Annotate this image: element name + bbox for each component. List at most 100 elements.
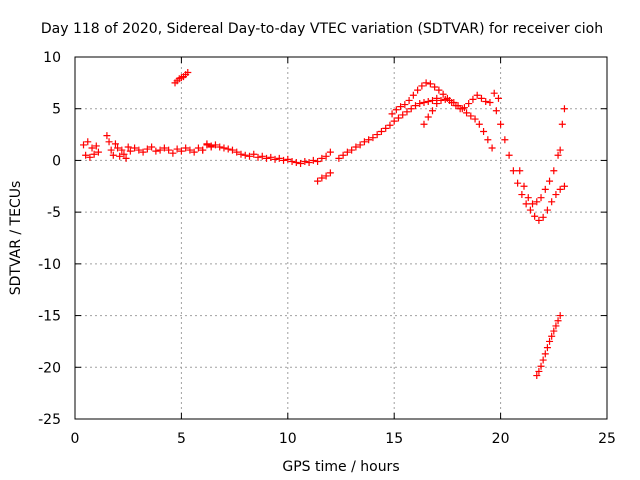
series-segment-13 (533, 312, 564, 380)
data-point (160, 144, 168, 152)
series-segment-11 (516, 151, 562, 208)
data-point (501, 136, 509, 144)
data-point (490, 89, 498, 97)
data-point (107, 146, 115, 154)
data-point (401, 101, 409, 109)
data-point (535, 216, 543, 224)
data-point (477, 94, 485, 102)
data-point (173, 145, 181, 153)
data-point (267, 153, 275, 161)
data-point (422, 79, 430, 87)
data-point (537, 194, 545, 202)
data-point (548, 332, 556, 340)
data-point (399, 111, 407, 119)
chart-title: Day 118 of 2020, Sidereal Day-to-day VTE… (41, 21, 603, 37)
data-point (554, 151, 562, 159)
data-point (182, 144, 190, 152)
data-point (411, 102, 419, 110)
data-point (435, 86, 443, 94)
data-point (520, 182, 528, 190)
data-point (548, 198, 556, 206)
data-point (111, 140, 119, 148)
data-point (348, 146, 356, 154)
data-point (120, 150, 128, 158)
data-point (433, 100, 441, 108)
data-point (360, 138, 368, 146)
grid (75, 57, 607, 419)
data-point (552, 322, 560, 330)
series-segment-1 (80, 138, 102, 161)
data-point (314, 177, 322, 185)
data-point (550, 167, 558, 175)
data-point (233, 148, 241, 156)
data-point (465, 100, 473, 108)
data-point (471, 115, 479, 123)
data-point (560, 182, 568, 190)
data-point (135, 146, 143, 154)
data-point (194, 144, 202, 152)
data-point (405, 96, 413, 104)
data-point (271, 155, 279, 163)
data-point (224, 145, 232, 153)
data-point (126, 147, 134, 155)
data-point (211, 141, 219, 149)
data-point (84, 138, 92, 146)
series-segment-10 (492, 107, 568, 224)
data-point (190, 148, 198, 156)
data-point (335, 154, 343, 162)
data-point (458, 105, 466, 113)
data-point (116, 152, 124, 160)
data-point (237, 150, 245, 158)
data-point (543, 206, 551, 214)
data-point (531, 212, 539, 220)
data-point (546, 337, 554, 345)
data-point (207, 142, 215, 150)
data-point (424, 113, 432, 121)
data-point (301, 157, 309, 165)
data-point (109, 151, 117, 159)
data-point (388, 110, 396, 118)
data-point (518, 191, 526, 199)
data-point (105, 138, 113, 146)
data-point (537, 362, 545, 370)
data-points (80, 69, 568, 380)
y-tick-label: 10 (43, 50, 61, 66)
y-tick-label: -5 (47, 205, 61, 221)
y-tick-labels: -25 -20 -15 -10 -5 0 5 10 (38, 50, 61, 428)
data-point (139, 148, 147, 156)
data-point (88, 144, 96, 152)
data-point (288, 157, 296, 165)
data-point (322, 172, 330, 180)
data-point (409, 91, 417, 99)
data-point (529, 200, 537, 208)
data-point (558, 120, 566, 128)
data-point (339, 151, 347, 159)
data-point (426, 80, 434, 88)
data-point (509, 167, 517, 175)
data-point (263, 154, 271, 162)
data-point (352, 143, 360, 151)
data-point (488, 144, 496, 152)
data-point (539, 213, 547, 221)
data-point (552, 191, 560, 199)
data-point (254, 153, 262, 161)
data-point (463, 109, 471, 117)
x-tick-label: 5 (177, 431, 186, 447)
data-point (556, 146, 564, 154)
x-tick-label: 10 (279, 431, 297, 447)
data-point (441, 95, 449, 103)
data-point (424, 97, 432, 105)
data-point (199, 146, 207, 154)
data-point (554, 317, 562, 325)
y-tick-label: -25 (38, 412, 61, 428)
x-axis-label: GPS time / hours (282, 459, 399, 475)
data-point (203, 140, 211, 148)
data-point (124, 143, 132, 151)
data-point (450, 99, 458, 107)
data-point (473, 91, 481, 99)
data-point (156, 146, 164, 154)
data-point (326, 148, 334, 156)
data-point (177, 147, 185, 155)
data-point (556, 312, 564, 320)
data-point (305, 158, 313, 166)
